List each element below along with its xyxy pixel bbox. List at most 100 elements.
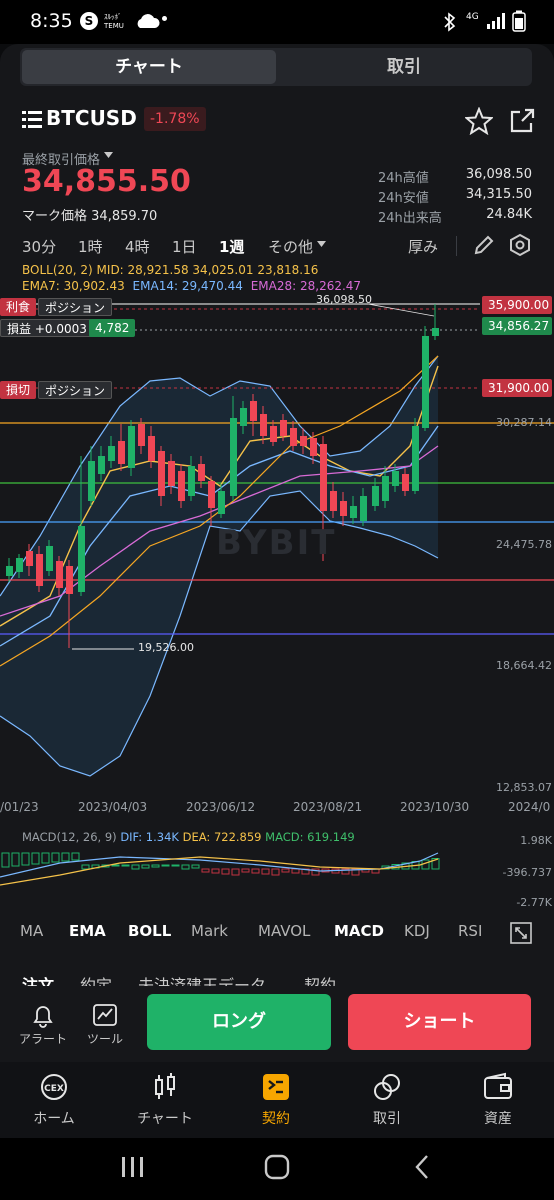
tool-label[interactable]: ツール: [86, 1032, 123, 1046]
stat-label-high: 24h高値: [378, 171, 429, 186]
order-tab-fills[interactable]: 約定: [80, 976, 113, 986]
sl-position[interactable]: ポジション: [38, 381, 113, 399]
bell-alert-icon[interactable]: [30, 1002, 56, 1028]
favorite-star-icon[interactable]: [465, 107, 493, 135]
share-external-icon[interactable]: [508, 107, 536, 135]
macd-y-mid: -396.737: [502, 866, 552, 879]
depth-toggle[interactable]: 厚み: [408, 238, 439, 256]
macd-bar: [291, 868, 300, 874]
indicator-ema[interactable]: EMA: [69, 922, 106, 940]
short-button[interactable]: ショート: [348, 994, 531, 1050]
macd-bar: [221, 868, 230, 875]
symbol-name[interactable]: BTCUSD: [46, 106, 137, 130]
candlestick-chart[interactable]: [0, 296, 554, 796]
tab-chart[interactable]: チャート: [22, 50, 276, 84]
indicator-boll[interactable]: BOLL: [128, 922, 172, 940]
stat-label-low: 24h安値: [378, 191, 429, 206]
candle-body: [188, 466, 195, 496]
nav-trade[interactable]: 取引: [337, 1072, 437, 1128]
candle-body: [56, 561, 63, 588]
timeframe-more[interactable]: その他: [268, 238, 314, 256]
candle-body: [432, 328, 439, 336]
macd-bar: [251, 868, 260, 874]
order-tab-open-interest[interactable]: 未決済建玉データ: [138, 976, 267, 986]
candle-body: [330, 491, 337, 511]
low-annotation: 19,526.00: [138, 641, 194, 654]
tool-chart-icon[interactable]: [92, 1002, 118, 1028]
candle-body: [148, 436, 155, 461]
sl-price-tag[interactable]: 31,900.00: [482, 379, 552, 397]
candle-body: [422, 336, 429, 428]
macd-bar: [351, 868, 360, 876]
settings-hex-icon[interactable]: [508, 233, 532, 257]
candle-body: [412, 426, 419, 491]
fullscreen-icon[interactable]: [510, 922, 532, 944]
last-price: 34,855.50: [22, 164, 191, 199]
candle-body: [178, 471, 185, 501]
timeframe-1d[interactable]: 1日: [172, 238, 197, 256]
system-nav: [0, 1138, 554, 1200]
menu-list-icon[interactable]: [22, 110, 42, 128]
mark-price-label: マーク価格: [22, 209, 88, 224]
nav-home[interactable]: CEX ホーム: [4, 1072, 104, 1128]
tp-label: 利食: [0, 298, 37, 316]
alert-label[interactable]: アラート: [18, 1032, 67, 1046]
x-tick-2: 2023/04/03: [78, 800, 148, 814]
timeframe-4h[interactable]: 4時: [125, 238, 150, 256]
candle-body: [198, 464, 205, 481]
recent-apps-icon[interactable]: [120, 1156, 146, 1178]
chevron-down-icon[interactable]: [317, 241, 326, 248]
candle-body: [350, 506, 357, 518]
candle-chart-icon: [155, 1073, 175, 1099]
macd-legend: MACD(12, 26, 9) DIF: 1.34K DEA: 722.859 …: [22, 830, 355, 844]
tab-trade[interactable]: 取引: [387, 57, 421, 77]
candle-body: [320, 444, 327, 511]
candle-body: [310, 438, 317, 456]
candle-body: [128, 426, 135, 468]
back-icon[interactable]: [412, 1154, 432, 1180]
x-tick-3: 2023/06/12: [186, 800, 256, 814]
pencil-draw-icon[interactable]: [472, 233, 496, 257]
trade-exchange-icon: [374, 1074, 400, 1100]
macd-chart[interactable]: [0, 845, 554, 910]
macd-bar: [41, 852, 50, 864]
macd-bar: [341, 868, 350, 875]
nav-chart-label: チャート: [137, 1111, 193, 1127]
chevron-down-icon[interactable]: [104, 152, 113, 159]
ema14-legend: EMA14: 29,470.44: [132, 279, 243, 293]
current-price-tag: 34,856.27: [482, 317, 552, 335]
timeframe-30m[interactable]: 30分: [22, 238, 57, 256]
indicator-macd[interactable]: MACD: [334, 922, 384, 940]
candle-body: [36, 554, 43, 586]
indicator-rsi[interactable]: RSI: [458, 922, 483, 940]
nav-assets[interactable]: 資産: [448, 1072, 548, 1128]
candle-body: [66, 566, 73, 594]
macd-dea: DEA: 722.859: [182, 830, 262, 844]
nav-contract[interactable]: 契約: [226, 1072, 326, 1128]
mark-price-row: マーク価格 34,859.70: [22, 205, 157, 224]
dea-line: [0, 856, 439, 886]
x-tick-1: /01/23: [0, 800, 39, 814]
home-button-icon[interactable]: [264, 1154, 290, 1180]
macd-bar: [31, 852, 40, 865]
candle-body: [340, 501, 347, 516]
candle-body: [382, 476, 389, 501]
long-button[interactable]: ロング: [147, 994, 331, 1050]
indicator-kdj[interactable]: KDJ: [404, 922, 430, 940]
indicator-mark[interactable]: Mark: [191, 922, 228, 940]
timeframe-1w[interactable]: 1週: [219, 238, 245, 256]
indicator-ma[interactable]: MA: [20, 922, 44, 940]
tp-position[interactable]: ポジション: [38, 298, 113, 316]
clock: 8:35: [30, 10, 73, 32]
ema7-legend: EMA7: 30,902.43: [22, 279, 125, 293]
nav-chart[interactable]: チャート: [115, 1072, 215, 1128]
indicator-mavol[interactable]: MAVOL: [258, 922, 311, 940]
order-tab-orders[interactable]: 注文: [22, 976, 55, 986]
order-tab-contracts[interactable]: 契約: [304, 976, 337, 986]
tp-price-tag[interactable]: 35,900.00: [482, 296, 552, 314]
candle-body: [218, 491, 225, 514]
candle-body: [270, 426, 277, 442]
timeframe-1h[interactable]: 1時: [78, 238, 103, 256]
candle-body: [402, 474, 409, 491]
macd-bar: [121, 864, 130, 867]
